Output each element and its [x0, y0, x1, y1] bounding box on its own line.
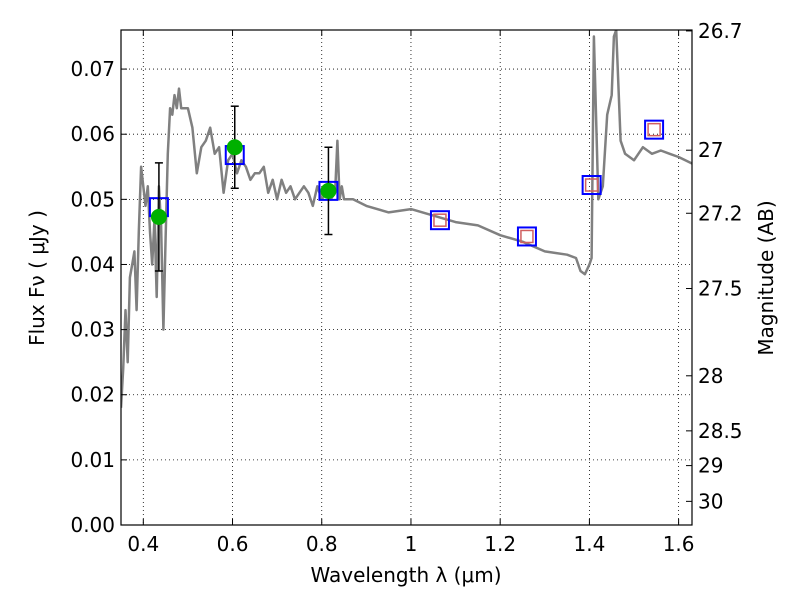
y-tick-label: 0.07 — [70, 57, 115, 81]
y-tick-label: 0.03 — [70, 318, 115, 342]
y-axis-title: Flux Fν ( μJy ) — [25, 210, 49, 346]
sed-model-line — [121, 30, 692, 408]
x-tick-label: 1.6 — [663, 532, 695, 556]
x-tick-label: 1.2 — [484, 532, 516, 556]
y-tick-label: 0.02 — [70, 383, 115, 407]
data-layer — [121, 30, 692, 408]
y-tick-label: 0.04 — [70, 252, 115, 276]
y2-tick-label: 27.5 — [698, 277, 743, 301]
y2-tick-label: 28 — [698, 364, 723, 388]
y2-tick-label: 28.5 — [698, 419, 743, 443]
model-band-square — [429, 210, 450, 231]
observed-point — [226, 139, 243, 156]
grid — [121, 30, 692, 525]
y-tick-label: 0.01 — [70, 448, 115, 472]
y-tick-label: 0.00 — [70, 513, 115, 537]
x-tick-label: 0.4 — [127, 532, 159, 556]
y2-axis-title: Magnitude (AB) — [754, 200, 778, 355]
x-tick-label: 1 — [405, 532, 418, 556]
model-band-square-small — [520, 229, 534, 244]
ticks: 0.4 0.6 0.8 1 1.2 1.4 1.6 0.00 0.01 0.02 0.03 0.04 0… — [70, 19, 742, 556]
y2-tick-label: 27 — [698, 138, 723, 162]
y2-tick-label: 29 — [698, 454, 723, 478]
model-band-square — [581, 175, 602, 196]
x-tick-label: 0.8 — [306, 532, 338, 556]
y2-tick-label: 26.7 — [698, 19, 743, 43]
y-tick-label: 0.06 — [70, 122, 115, 146]
x-tick-label: 1.4 — [573, 532, 605, 556]
y2-tick-label: 30 — [698, 489, 723, 513]
y2-tick-label: 27.2 — [698, 201, 743, 225]
observed-point — [150, 208, 167, 225]
x-tick-label: 0.6 — [217, 532, 249, 556]
model-band-square-small — [584, 178, 599, 192]
plot-frame — [120, 29, 693, 526]
y-tick-label: 0.05 — [70, 187, 115, 211]
model-band-square — [516, 226, 537, 247]
model-band-square-small — [647, 122, 661, 137]
model-band-square-small — [433, 213, 447, 227]
model-band-square — [644, 119, 665, 140]
x-axis-title: Wavelength λ (μm) — [310, 563, 501, 587]
observed-point — [320, 182, 337, 199]
